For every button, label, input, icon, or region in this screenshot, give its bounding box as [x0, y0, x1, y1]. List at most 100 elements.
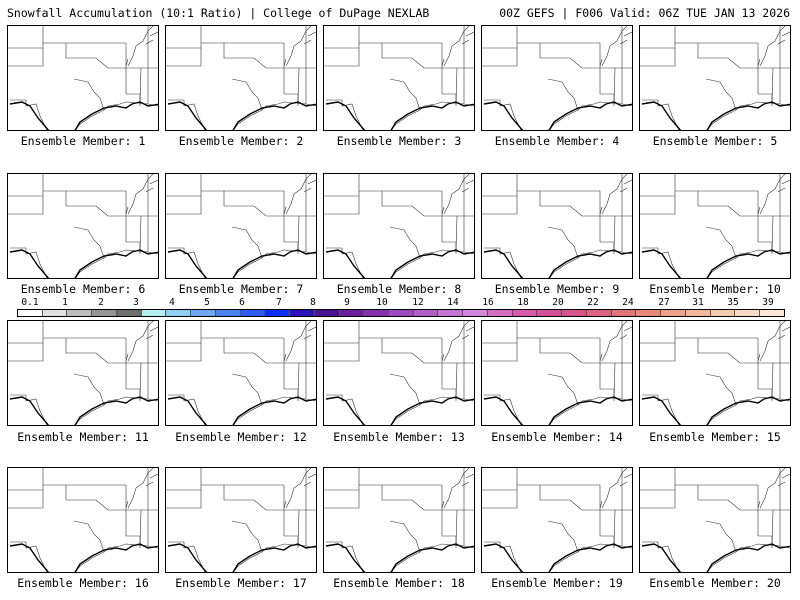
colorbar-tick-label: 9 — [344, 297, 350, 308]
map-outline — [640, 321, 790, 425]
colorbar-tick-label: 18 — [517, 297, 529, 308]
colorbar-cell — [92, 310, 117, 316]
ensemble-map-panel — [323, 320, 475, 426]
map-outline — [324, 26, 474, 130]
ensemble-map-panel — [481, 173, 633, 279]
colorbar-cell — [67, 310, 93, 316]
colorbar-tick-label: 24 — [622, 297, 634, 308]
ensemble-member-label: Ensemble Member: 10 — [649, 282, 781, 296]
colorbar-cell — [685, 310, 711, 316]
map-title: Snowfall Accumulation (10:1 Ratio) | Col… — [7, 6, 430, 20]
ensemble-map-panel — [165, 173, 317, 279]
ensemble-map-panel — [323, 467, 475, 573]
ensemble-member-label: Ensemble Member: 13 — [333, 430, 465, 444]
ensemble-member-label: Ensemble Member: 2 — [178, 134, 304, 148]
ensemble-map-panel — [7, 467, 159, 573]
valid-time: 00Z GEFS | F006 Valid: 06Z TUE JAN 13 20… — [499, 6, 790, 20]
colorbar-cell — [265, 310, 291, 316]
colorbar-cell — [141, 310, 167, 316]
colorbar-cell — [611, 310, 637, 316]
snowfall-colorbar — [17, 309, 785, 317]
colorbar-cell — [710, 310, 736, 316]
ensemble-member-label: Ensemble Member: 3 — [336, 134, 462, 148]
colorbar-cell — [389, 310, 414, 316]
colorbar-cell — [191, 310, 216, 316]
map-outline — [166, 468, 316, 572]
ensemble-member-label: Ensemble Member: 5 — [652, 134, 778, 148]
header: Snowfall Accumulation (10:1 Ratio) | Col… — [0, 0, 800, 22]
ensemble-member-label: Ensemble Member: 20 — [649, 576, 781, 590]
colorbar-tick-label: 1 — [62, 297, 68, 308]
ensemble-member-label: Ensemble Member: 8 — [336, 282, 462, 296]
map-outline — [324, 468, 474, 572]
colorbar-cell — [537, 310, 563, 316]
colorbar-tick-label: 6 — [239, 297, 245, 308]
colorbar-cell — [116, 310, 142, 316]
colorbar-tick-label: 31 — [692, 297, 704, 308]
ensemble-member-label: Ensemble Member: 4 — [494, 134, 620, 148]
ensemble-member-label: Ensemble Member: 11 — [17, 430, 149, 444]
colorbar-tick-label: 35 — [727, 297, 739, 308]
colorbar-tick-label: 0.1 — [21, 297, 39, 308]
map-outline — [482, 174, 632, 278]
map-outline — [324, 174, 474, 278]
ensemble-map-panel — [639, 173, 791, 279]
ensemble-map-panel — [165, 25, 317, 131]
ensemble-member-label: Ensemble Member: 14 — [491, 430, 623, 444]
map-outline — [640, 174, 790, 278]
map-outline — [166, 174, 316, 278]
colorbar-cell — [166, 310, 192, 316]
ensemble-member-label: Ensemble Member: 9 — [494, 282, 620, 296]
colorbar-cell — [586, 310, 612, 316]
map-outline — [482, 468, 632, 572]
colorbar-cell — [487, 310, 513, 316]
colorbar-cell — [735, 310, 761, 316]
colorbar-cell — [760, 310, 784, 316]
map-outline — [482, 321, 632, 425]
colorbar-tick-label: 12 — [412, 297, 424, 308]
ensemble-member-label: Ensemble Member: 12 — [175, 430, 307, 444]
colorbar-cell — [42, 310, 68, 316]
colorbar-tick-label: 5 — [204, 297, 210, 308]
colorbar-tick-label: 4 — [169, 297, 175, 308]
map-outline — [166, 321, 316, 425]
colorbar-tick-label: 22 — [587, 297, 599, 308]
ensemble-member-label: Ensemble Member: 1 — [20, 134, 146, 148]
ensemble-map-panel — [639, 320, 791, 426]
ensemble-map-panel — [481, 320, 633, 426]
colorbar-tick-label: 14 — [447, 297, 459, 308]
colorbar-tick-label: 10 — [376, 297, 388, 308]
map-outline — [8, 321, 158, 425]
map-outline — [8, 468, 158, 572]
colorbar-tick-label: 7 — [276, 297, 282, 308]
ensemble-map-panel — [7, 320, 159, 426]
ensemble-map-panel — [165, 320, 317, 426]
ensemble-map-panel — [481, 25, 633, 131]
ensemble-member-label: Ensemble Member: 18 — [333, 576, 465, 590]
map-outline — [8, 26, 158, 130]
colorbar-cell — [290, 310, 315, 316]
ensemble-member-label: Ensemble Member: 19 — [491, 576, 623, 590]
colorbar-cell — [636, 310, 662, 316]
ensemble-map-panel — [165, 467, 317, 573]
colorbar-cell — [339, 310, 365, 316]
colorbar-tick-label: 27 — [658, 297, 670, 308]
map-outline — [482, 26, 632, 130]
ensemble-member-label: Ensemble Member: 7 — [178, 282, 304, 296]
ensemble-map-panel — [639, 25, 791, 131]
colorbar-cell — [413, 310, 439, 316]
ensemble-member-label: Ensemble Member: 15 — [649, 430, 781, 444]
colorbar-cell — [661, 310, 686, 316]
ensemble-map-panel — [7, 25, 159, 131]
map-outline — [8, 174, 158, 278]
ensemble-member-label: Ensemble Member: 16 — [17, 576, 149, 590]
colorbar-tick-label: 8 — [310, 297, 316, 308]
colorbar-tick-label: 3 — [133, 297, 139, 308]
ensemble-map-panel — [323, 173, 475, 279]
colorbar-tick-label: 16 — [482, 297, 494, 308]
colorbar-tick-label: 20 — [552, 297, 564, 308]
colorbar-cell — [314, 310, 340, 316]
colorbar-cell — [562, 310, 587, 316]
map-outline — [324, 321, 474, 425]
map-outline — [640, 26, 790, 130]
